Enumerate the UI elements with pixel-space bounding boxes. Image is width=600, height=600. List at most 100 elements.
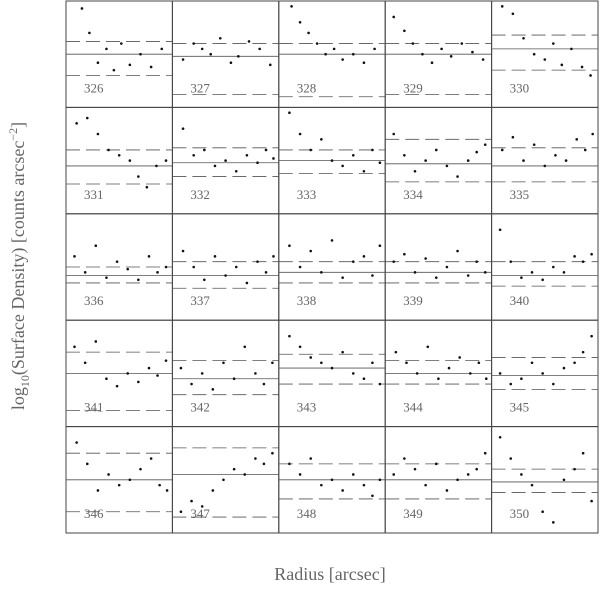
panel-label: 338 (297, 293, 317, 308)
panel-label: 329 (403, 80, 423, 95)
data-point (245, 281, 249, 285)
data-point (112, 68, 116, 72)
data-point (222, 361, 225, 365)
data-point (498, 228, 502, 232)
data-point (483, 451, 487, 455)
data-point (434, 148, 438, 152)
data-point (562, 366, 566, 370)
panel-label: 336 (84, 293, 104, 308)
data-point (403, 252, 406, 256)
data-point (320, 361, 323, 365)
data-point (520, 473, 523, 476)
data-point (456, 478, 459, 482)
data-point (309, 356, 313, 359)
data-point (511, 135, 515, 139)
panel-label: 331 (84, 187, 104, 202)
data-point (145, 185, 149, 189)
data-point (475, 260, 479, 263)
data-point (181, 249, 185, 253)
data-point (83, 271, 87, 274)
data-point (165, 489, 169, 492)
data-point (147, 255, 151, 258)
data-point (288, 334, 291, 338)
data-point (392, 132, 396, 136)
data-point (298, 20, 302, 24)
data-point (128, 159, 132, 162)
panel-frame (491, 0, 599, 108)
panel-frame (65, 106, 173, 215)
data-point (320, 271, 323, 274)
data-point (320, 483, 323, 487)
data-point (156, 374, 159, 377)
data-point (137, 175, 140, 178)
data-point (245, 153, 249, 157)
panel-frame (491, 426, 599, 534)
data-point (475, 467, 479, 471)
data-point (85, 462, 89, 466)
y-label-part: ] (8, 122, 28, 128)
data-point (341, 58, 344, 61)
data-point (298, 132, 302, 136)
data-point (149, 457, 153, 460)
data-point (552, 42, 555, 45)
data-point (434, 276, 438, 279)
data-point (581, 260, 585, 263)
data-point (460, 42, 464, 45)
data-point (75, 122, 78, 125)
panel-label: 350 (510, 506, 529, 521)
data-point (589, 74, 592, 77)
data-point (213, 164, 217, 168)
data-point (532, 52, 536, 56)
data-point (437, 377, 440, 381)
data-point (264, 271, 268, 274)
data-point (552, 265, 555, 269)
data-point (362, 61, 366, 65)
data-point (256, 260, 259, 263)
data-point (258, 47, 261, 51)
data-point (209, 52, 213, 56)
panel-frame (278, 213, 386, 321)
data-point (554, 153, 557, 157)
data-point (552, 382, 555, 386)
panel-label: 328 (297, 80, 317, 95)
data-point (288, 111, 291, 115)
data-point (371, 361, 374, 365)
data-point (243, 473, 247, 476)
data-point (564, 159, 568, 162)
data-point (341, 350, 344, 354)
data-point (264, 148, 268, 152)
data-point (466, 473, 470, 476)
data-point (341, 276, 344, 279)
data-point (330, 478, 334, 482)
panel-label: 335 (510, 187, 529, 202)
panel-label: 346 (84, 506, 104, 521)
data-point (378, 478, 382, 482)
data-point (341, 164, 344, 168)
data-point (94, 340, 98, 343)
data-point (272, 157, 275, 160)
data-point (309, 148, 313, 152)
data-point (378, 244, 382, 248)
data-point (139, 52, 142, 56)
data-point (192, 153, 195, 157)
data-point (262, 382, 266, 386)
panel-label: 347 (190, 506, 210, 521)
data-point (405, 361, 408, 365)
data-point (351, 473, 355, 476)
data-point (203, 278, 206, 282)
panel-label: 337 (190, 293, 210, 308)
data-point (371, 274, 374, 277)
x-axis-label: Radius [arcsec] (274, 564, 385, 584)
data-point (590, 252, 593, 256)
data-point (288, 462, 291, 466)
data-point (351, 52, 355, 56)
data-point (421, 52, 424, 56)
data-point (403, 153, 406, 157)
data-point (88, 31, 91, 35)
data-point (570, 47, 573, 51)
data-point (85, 116, 89, 120)
data-point (288, 244, 291, 248)
data-point (392, 15, 396, 19)
data-point (575, 138, 579, 141)
data-point (126, 267, 130, 271)
